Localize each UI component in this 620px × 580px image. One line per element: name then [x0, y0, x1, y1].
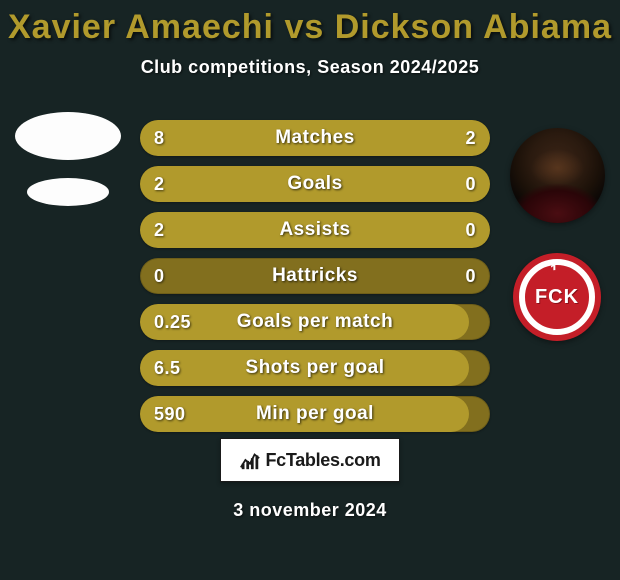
left-avatar-column [10, 112, 125, 206]
fctables-logo-text: FcTables.com [265, 450, 380, 471]
stat-label: Hattricks [140, 265, 490, 287]
stat-label: Min per goal [140, 403, 490, 425]
title: Xavier Amaechi vs Dickson Abiama [0, 0, 620, 47]
right-avatar-column: 1.FCK [502, 128, 612, 341]
right-player-photo [510, 128, 605, 223]
stat-row-min-per-goal: 590Min per goal [140, 396, 490, 432]
fctables-logo-box: FcTables.com [220, 438, 400, 482]
right-club-badge: 1.FCK [513, 253, 601, 341]
stat-bars: 82Matches 20Goals 20Assists 00Hattricks 0.25… [140, 120, 490, 432]
stat-row-matches: 82Matches [140, 120, 490, 156]
stat-row-shots-per-goal: 6.5Shots per goal [140, 350, 490, 386]
date-line: 3 november 2024 [0, 500, 620, 521]
stat-label: Goals [140, 173, 490, 195]
title-right-player: Dickson Abiama [335, 8, 612, 46]
stat-label: Assists [140, 219, 490, 241]
title-separator: vs [284, 8, 324, 46]
stat-row-goals: 20Goals [140, 166, 490, 202]
subtitle: Club competitions, Season 2024/2025 [0, 57, 620, 78]
title-left-player: Xavier Amaechi [8, 8, 274, 46]
stat-label: Goals per match [140, 311, 490, 333]
stat-row-goals-per-match: 0.25Goals per match [140, 304, 490, 340]
badge-text-mid: FCK [535, 286, 579, 309]
stat-label: Shots per goal [140, 357, 490, 379]
left-placeholder-1 [27, 178, 109, 206]
comparison-infographic: Xavier Amaechi vs Dickson Abiama Club co… [0, 0, 620, 580]
stat-row-hattricks: 00Hattricks [140, 258, 490, 294]
fctables-chart-icon [239, 449, 261, 471]
left-placeholder-0 [15, 112, 121, 160]
stat-label: Matches [140, 127, 490, 149]
stat-row-assists: 20Assists [140, 212, 490, 248]
